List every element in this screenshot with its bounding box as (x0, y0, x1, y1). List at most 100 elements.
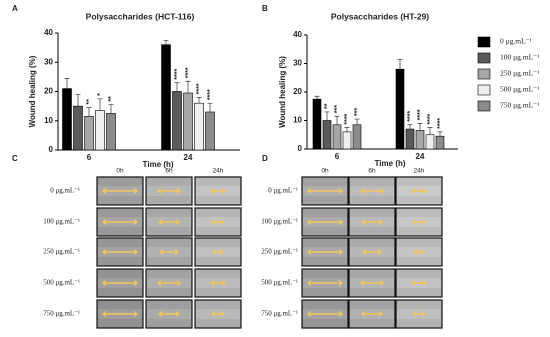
significance-label: *** (354, 108, 361, 116)
bar (415, 130, 425, 150)
x-tick-label: 24 (184, 153, 193, 162)
bar (95, 110, 105, 151)
error-bar (163, 39, 169, 45)
arrow (306, 248, 344, 256)
legend-swatch (477, 68, 491, 80)
column-header: 6h (368, 168, 376, 175)
bar (205, 111, 215, 151)
error-bar (334, 115, 340, 125)
row-label: 100 μg.mL⁻¹ (43, 218, 80, 226)
arrow (101, 248, 139, 256)
error-bar (174, 82, 180, 92)
bar (405, 128, 415, 150)
arrow (209, 187, 227, 195)
bar (172, 91, 182, 151)
row-label: 0 μg.mL⁻¹ (268, 187, 298, 195)
y-tick-label: 0 (49, 145, 54, 154)
y-tick-label: 20 (293, 87, 302, 96)
panel-label: C (12, 154, 18, 163)
arrow (359, 187, 385, 195)
arrow (410, 279, 428, 287)
legend-label: 750 μg.mL⁻¹ (500, 101, 539, 110)
arrow (209, 279, 227, 287)
column-header: 0h (321, 168, 329, 175)
significance-label: * (97, 93, 104, 96)
bar (312, 98, 322, 150)
arrow (158, 248, 180, 256)
significance-label: **** (344, 113, 351, 124)
arrow (411, 310, 427, 318)
significance-label: ** (86, 99, 93, 105)
error-bar (354, 118, 360, 125)
y-axis-label: Wound healing (%) (28, 55, 37, 127)
y-tick-label: 10 (44, 116, 53, 125)
legend-label: 0 μg.mL⁻¹ (500, 37, 532, 46)
significance-label: **** (437, 118, 444, 129)
row-label: 750 μg.mL⁻¹ (261, 310, 298, 318)
arrow (157, 310, 181, 318)
significance-label: **** (196, 83, 203, 94)
arrow (412, 248, 426, 256)
significance-label: **** (207, 89, 214, 100)
bar (352, 124, 362, 150)
y-tick-label: 0 (298, 144, 303, 153)
error-bar (97, 98, 103, 111)
legend-swatch (477, 100, 491, 112)
row-label: 500 μg.mL⁻¹ (261, 279, 298, 287)
arrow (156, 187, 182, 195)
error-bar (207, 102, 213, 112)
y-tick-label: 10 (293, 116, 302, 125)
legend-swatch (477, 84, 491, 96)
y-tick-label: 20 (44, 87, 53, 96)
bar (161, 44, 171, 151)
x-tick-label: 6 (335, 152, 340, 161)
legend-label: 100 μg.mL⁻¹ (500, 53, 539, 62)
error-bar (427, 127, 433, 135)
column-header: 6h (165, 168, 173, 175)
x-tick-label: 6 (87, 153, 92, 162)
row-label: 0 μg.mL⁻¹ (50, 187, 80, 195)
error-bar (196, 97, 202, 104)
error-bar (324, 111, 330, 121)
row-label: 250 μg.mL⁻¹ (261, 248, 298, 256)
bar (106, 113, 116, 151)
x-tick-label: 24 (416, 152, 425, 161)
arrow (210, 310, 226, 318)
bar (435, 135, 445, 150)
arrow (101, 187, 139, 195)
significance-label: ** (324, 103, 331, 109)
x-axis-label: Time (h) (375, 159, 406, 168)
bar (395, 68, 405, 150)
column-header: 24h (414, 168, 425, 175)
arrow (101, 310, 139, 318)
arrow (361, 248, 383, 256)
arrow (157, 218, 181, 226)
column-header: 0h (116, 168, 124, 175)
bar (183, 92, 193, 151)
row-label: 250 μg.mL⁻¹ (43, 248, 80, 256)
panel-label: A (12, 4, 18, 13)
significance-label: *** (334, 105, 341, 113)
arrow (210, 218, 226, 226)
arrow (360, 310, 384, 318)
significance-label: **** (407, 111, 414, 122)
chart-title: Polysaccharides (HCT-116) (86, 11, 195, 21)
row-label: 100 μg.mL⁻¹ (261, 218, 298, 226)
bar (322, 120, 332, 150)
bar (84, 116, 94, 151)
arrow (410, 187, 428, 195)
row-label: 500 μg.mL⁻¹ (43, 279, 80, 287)
bar (425, 134, 435, 150)
panel-label: D (262, 154, 268, 163)
y-tick-label: 40 (293, 30, 302, 39)
significance-label: **** (174, 69, 181, 80)
arrow (306, 218, 344, 226)
significance-label: **** (417, 109, 424, 120)
bar (342, 131, 352, 150)
y-axis-label: Wound healing (%) (278, 56, 287, 128)
significance-label: ** (108, 96, 115, 102)
error-bar (397, 58, 403, 70)
chart-title: Polysaccharides (HT-29) (331, 11, 429, 21)
arrow (101, 218, 139, 226)
